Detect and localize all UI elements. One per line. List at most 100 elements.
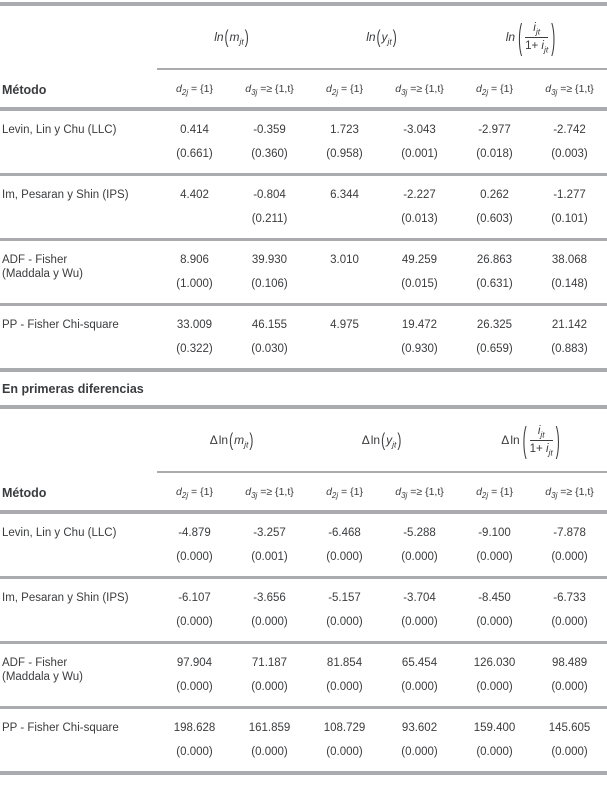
pvalue-cell: (0.000) xyxy=(176,746,213,758)
d-subscript: 2j xyxy=(481,87,489,97)
method-group: Im, Pesaran y Shin (IPS) -6.107 -3.656 -5.1… xyxy=(0,578,607,643)
method-group: Levin, Lin y Chu (LLC) 0.414 -0.359 1.723 -3… xyxy=(0,109,607,175)
statistic-cell: 108.729 xyxy=(323,722,366,734)
statistic-cell: 46.155 xyxy=(251,319,288,331)
statistic-cell: -9.100 xyxy=(478,527,511,539)
pvalue-row: (0.211) (0.013) (0.603) (0.101) xyxy=(0,207,607,240)
column-subheader: d2j = {1} xyxy=(457,69,532,111)
method-cell: Levin, Lin y Chu (LLC) xyxy=(2,124,117,136)
fraction-denominator: 1+ ijt xyxy=(529,442,553,457)
statistic-row: PP - Fisher Chi-square 198.628 161.859 108.… xyxy=(0,708,607,741)
pvalue-cell xyxy=(307,272,382,305)
statistic-row: ADF - Fisher (Maddala y Wu) 8.906 39.930 3.0… xyxy=(0,240,607,280)
variable-letter: i xyxy=(541,39,544,52)
pvalue-cell: (0.958) xyxy=(326,148,363,160)
method-group: PP - Fisher Chi-square 198.628 161.859 108.… xyxy=(0,708,607,773)
d-subscript: 3j xyxy=(401,490,408,500)
statistic-cell: 26.325 xyxy=(476,319,513,331)
variable: yjt xyxy=(386,433,397,450)
variable-subscript: jt xyxy=(392,439,397,450)
variable-letter: i xyxy=(545,442,549,455)
pvalue-cell: (0.000) xyxy=(326,551,363,563)
pvalue-cell: (0.101) xyxy=(551,213,588,225)
group-header-row: Método ln(mjt) ln(yjt) ln(ijt 1+ ijt) xyxy=(0,4,607,111)
delta-symbol: Δ xyxy=(501,433,510,447)
method-cell: Im, Pesaran y Shin (IPS) xyxy=(2,592,129,604)
close-paren: ) xyxy=(392,26,397,48)
statistic-cell: -3.043 xyxy=(403,124,436,136)
pvalue-cell: (0.631) xyxy=(476,278,513,290)
d-symbol: d xyxy=(326,485,332,498)
column-subheader: d3j =≥ {1,t} xyxy=(382,472,458,514)
d-subscript: 2j xyxy=(181,490,189,500)
d-symbol: d xyxy=(545,82,552,95)
statistic-cell: -8.450 xyxy=(478,592,511,604)
open-paren: ( xyxy=(522,419,527,461)
statistic-cell: -2.742 xyxy=(553,124,586,136)
statistic-cell: 81.854 xyxy=(326,657,363,669)
pvalue-cell: (0.030) xyxy=(251,343,288,355)
pvalue-cell: (0.003) xyxy=(551,148,588,160)
deterministic-spec: d3j =≥ {1,t} xyxy=(545,82,594,97)
statistic-cell: -6.107 xyxy=(178,592,211,604)
deterministic-spec: d2j = {1} xyxy=(476,485,513,500)
variable: mjt xyxy=(234,433,249,450)
d-subscript: 3j xyxy=(551,87,558,97)
pvalue-row: (0.000) (0.000) (0.000) (0.000) (0.000) (0.00… xyxy=(0,610,607,643)
subheader-row: d2j = {1} d3j =≥ {1,t} d2j = {1} d3j =≥ {1,… xyxy=(0,69,607,111)
close-paren: ) xyxy=(249,429,254,451)
statistic-row: Im, Pesaran y Shin (IPS) 4.402 -0.804 6.344… xyxy=(0,175,607,208)
statistic-cell: 97.904 xyxy=(176,657,213,669)
deterministic-spec: d3j =≥ {1,t} xyxy=(395,485,444,500)
pvalue-cell: (0.322) xyxy=(176,343,213,355)
deterministic-spec: d3j =≥ {1,t} xyxy=(245,485,294,500)
pvalue-cell: (0.661) xyxy=(176,148,213,160)
statistic-cell: -7.878 xyxy=(553,527,586,539)
statistic-cell: -5.157 xyxy=(328,592,361,604)
table-levels-container: Método ln(mjt) ln(yjt) ln(ijt 1+ ijt) d2j = {… xyxy=(0,2,607,372)
variable-group-header: ln(yjt) xyxy=(307,4,457,70)
pvalue-row: (1.000) (0.106) (0.015) (0.631) (0.148) xyxy=(0,272,607,305)
statistic-row: Im, Pesaran y Shin (IPS) -6.107 -3.656 -5.1… xyxy=(0,578,607,611)
deterministic-spec: d3j =≥ {1,t} xyxy=(245,82,294,97)
pvalue-row: (0.000) (0.000) (0.000) (0.000) (0.000) (0.00… xyxy=(0,740,607,773)
statistic-cell: 1.723 xyxy=(330,124,359,136)
statistic-cell: -2.227 xyxy=(403,189,436,201)
column-subheader: d2j = {1} xyxy=(307,472,383,514)
method-column-header: Método xyxy=(0,4,157,111)
pvalue-row: (0.000) (0.001) (0.000) (0.000) (0.000) (0.00… xyxy=(0,545,607,578)
deterministic-spec: d2j = {1} xyxy=(476,82,513,97)
pvalue-cell: (0.106) xyxy=(251,278,288,290)
statistic-cell: 39.930 xyxy=(251,254,288,266)
d-symbol: d xyxy=(245,82,252,95)
close-paren: ) xyxy=(397,429,402,451)
statistic-cell: 26.863 xyxy=(476,254,513,266)
variable-letter: y xyxy=(386,433,393,447)
d-symbol: d xyxy=(395,485,402,498)
pvalue-cell: (0.000) xyxy=(401,681,438,693)
variable-subscript: jt xyxy=(387,36,392,47)
log-function: ln xyxy=(370,433,381,447)
close-paren: ) xyxy=(555,419,560,461)
fraction-numerator: ijt xyxy=(525,22,549,38)
pvalue-cell: (0.000) xyxy=(401,616,438,628)
pvalue-cell: (0.211) xyxy=(251,213,288,225)
pvalue-cell: (0.000) xyxy=(326,681,363,693)
pvalue-cell: (0.000) xyxy=(326,746,363,758)
method-group: ADF - Fisher (Maddala y Wu) 97.904 71.187 81… xyxy=(0,643,607,708)
variable: ijt xyxy=(541,39,548,54)
deterministic-spec: d2j = {1} xyxy=(326,82,363,97)
variable-subscript: jt xyxy=(244,439,249,450)
statistic-cell: 21.142 xyxy=(551,319,588,331)
pvalue-cell: (0.001) xyxy=(251,551,288,563)
statistic-cell: 3.010 xyxy=(330,254,359,266)
d-subscript: 3j xyxy=(551,490,558,500)
close-paren: ) xyxy=(551,16,556,58)
method-group: Levin, Lin y Chu (LLC) -4.879 -3.257 -6.468… xyxy=(0,512,607,578)
d-subscript: 2j xyxy=(331,87,339,97)
variable-letter: m xyxy=(234,433,245,447)
group-header-formula: ln(ijt 1+ ijt) xyxy=(506,17,558,58)
